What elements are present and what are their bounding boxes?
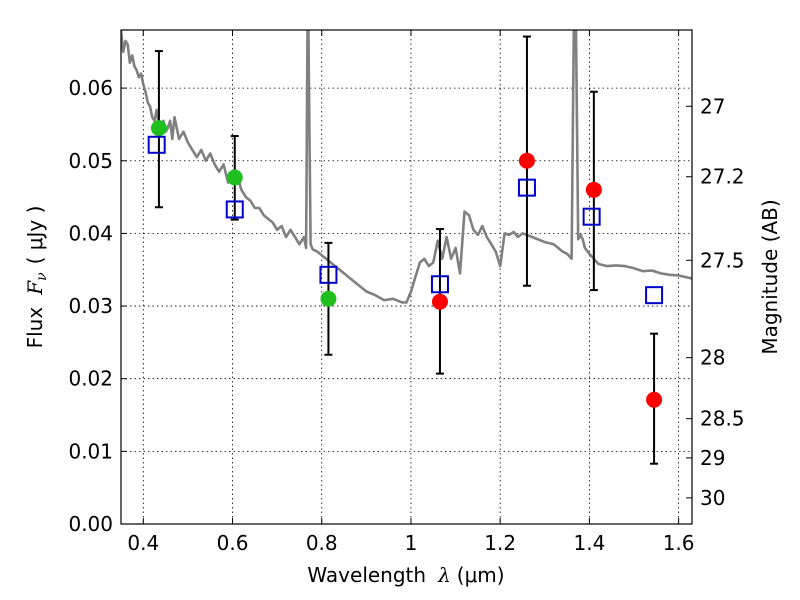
y-tick-label: 0.03 <box>68 294 113 318</box>
data-point <box>431 293 448 310</box>
right-tick-label: 30 <box>700 486 725 510</box>
right-tick-label: 27.2 <box>700 165 745 189</box>
y-tick-label: 0.04 <box>68 221 113 245</box>
model-point <box>582 207 601 226</box>
model-point <box>430 275 449 294</box>
x-tick-label: 0.8 <box>306 531 338 555</box>
model-point <box>147 135 166 154</box>
data-point <box>226 169 243 186</box>
model-point <box>645 286 664 305</box>
x-axis-label: Wavelength λ (μm) <box>307 563 504 587</box>
right-tick-label: 28.5 <box>700 407 745 431</box>
data-point <box>320 290 337 307</box>
right-tick-label: 29 <box>700 446 725 470</box>
y-axis-label: FluxFν( μJy ) <box>23 206 50 349</box>
right-tick-label: 27 <box>700 94 725 118</box>
data-point <box>150 120 167 137</box>
data-point <box>518 152 535 169</box>
data-point <box>646 391 663 408</box>
x-tick-label: 1.2 <box>484 531 516 555</box>
y-tick-label: 0.01 <box>68 439 113 463</box>
right-tick-label: 28 <box>700 346 725 370</box>
right-tick-label: 27.5 <box>700 248 745 272</box>
y-tick-label: 0.06 <box>68 76 113 100</box>
model-spectrum-line <box>121 30 692 304</box>
y-tick-label: 0.02 <box>68 367 113 391</box>
right-axis-label: Magnitude (AB) <box>758 199 782 354</box>
axis-ticks <box>121 30 692 525</box>
model-point <box>319 265 338 284</box>
plot-area <box>121 30 692 465</box>
data-point <box>585 181 602 198</box>
plot-frame <box>120 29 693 525</box>
model-point <box>225 200 244 219</box>
y-tick-label: 0.00 <box>68 512 113 536</box>
x-tick-label: 0.6 <box>217 531 249 555</box>
model-point <box>517 178 536 197</box>
x-tick-label: 1 <box>405 531 418 555</box>
x-tick-label: 0.4 <box>127 531 159 555</box>
x-tick-label: 1.6 <box>663 531 695 555</box>
y-tick-label: 0.05 <box>68 149 113 173</box>
x-tick-label: 1.4 <box>573 531 605 555</box>
